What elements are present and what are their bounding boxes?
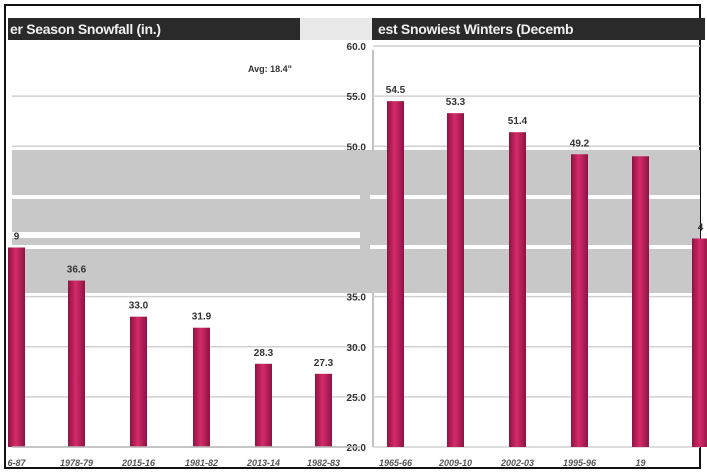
right-x-tick-label: 1965-66 (379, 458, 413, 468)
right-bar-value-label: 54.5 (386, 85, 406, 96)
right-x-tick-label: 2002-03 (500, 458, 534, 468)
right-bar-value-label: 51.4 (508, 116, 528, 127)
band-edge (360, 150, 370, 293)
right-bar (692, 238, 707, 447)
right-x-tick-label: 19 (635, 458, 645, 468)
y-tick-label: 50.0 (347, 142, 367, 153)
average-annotation: Avg: 18.4" (248, 64, 292, 74)
left-x-tick-label: 6-87 (7, 458, 26, 468)
left-bar (193, 327, 210, 447)
band-stripe (12, 232, 360, 238)
left-x-tick-label: 1981-82 (185, 458, 218, 468)
right-bar (387, 101, 404, 447)
right-bar-value-label: 49.2 (570, 138, 590, 149)
right-bar-value-label: 4 (698, 222, 704, 233)
y-tick-label: 35.0 (347, 293, 367, 304)
left-bar (68, 280, 85, 447)
left-x-tick-label: 2015-16 (121, 458, 156, 468)
right-x-tick-label: 2009-10 (438, 458, 472, 468)
chart-overlay: Avg: 18.4" (12, 64, 370, 448)
left-bar-value-label: 36.6 (67, 265, 87, 276)
title-gap (300, 18, 372, 40)
left-x-tick-label: 1978-79 (60, 458, 93, 468)
left-x-tick-label: 1982-83 (307, 458, 340, 468)
left-chart-title: er Season Snowfall (in.) (8, 18, 302, 40)
right-bar (571, 154, 588, 447)
band-stripe (12, 245, 700, 249)
left-bars: 9 6-87 36.6 1978-79 33.0 2015-16 31.9 1981-82 28… (7, 232, 340, 468)
right-bar (632, 156, 649, 447)
left-bar-value-label: 27.3 (314, 358, 334, 369)
left-bar (315, 373, 332, 447)
right-bar-value-label: 53.3 (446, 97, 466, 108)
left-bar (130, 316, 147, 447)
left-bar (255, 363, 272, 447)
grey-band (12, 150, 700, 293)
left-bar-value-label: 31.9 (192, 312, 212, 323)
right-bar (447, 113, 464, 447)
y-tick-label: 30.0 (347, 343, 367, 354)
right-chart-title: est Snowiest Winters (Decemb (372, 18, 705, 40)
y-tick-label: 60.0 (347, 42, 367, 53)
left-x-tick-label: 2013-14 (246, 458, 280, 468)
left-bar (8, 247, 25, 447)
overlap-band (12, 150, 700, 293)
right-bar (509, 132, 526, 447)
left-bar-value-label: 9 (14, 232, 20, 243)
band-stripe (12, 195, 700, 199)
y-tick-label: 20.0 (347, 443, 367, 454)
y-tick-label: 55.0 (347, 92, 367, 103)
left-bar-value-label: 33.0 (129, 301, 149, 312)
right-x-tick-label: 1995-96 (563, 458, 597, 468)
y-tick-label: 25.0 (347, 393, 367, 404)
right-bars: 54.5 1965-66 53.3 2009-10 51.4 2002-03 49.2 199… (379, 85, 707, 468)
left-bar-value-label: 28.3 (254, 348, 274, 359)
